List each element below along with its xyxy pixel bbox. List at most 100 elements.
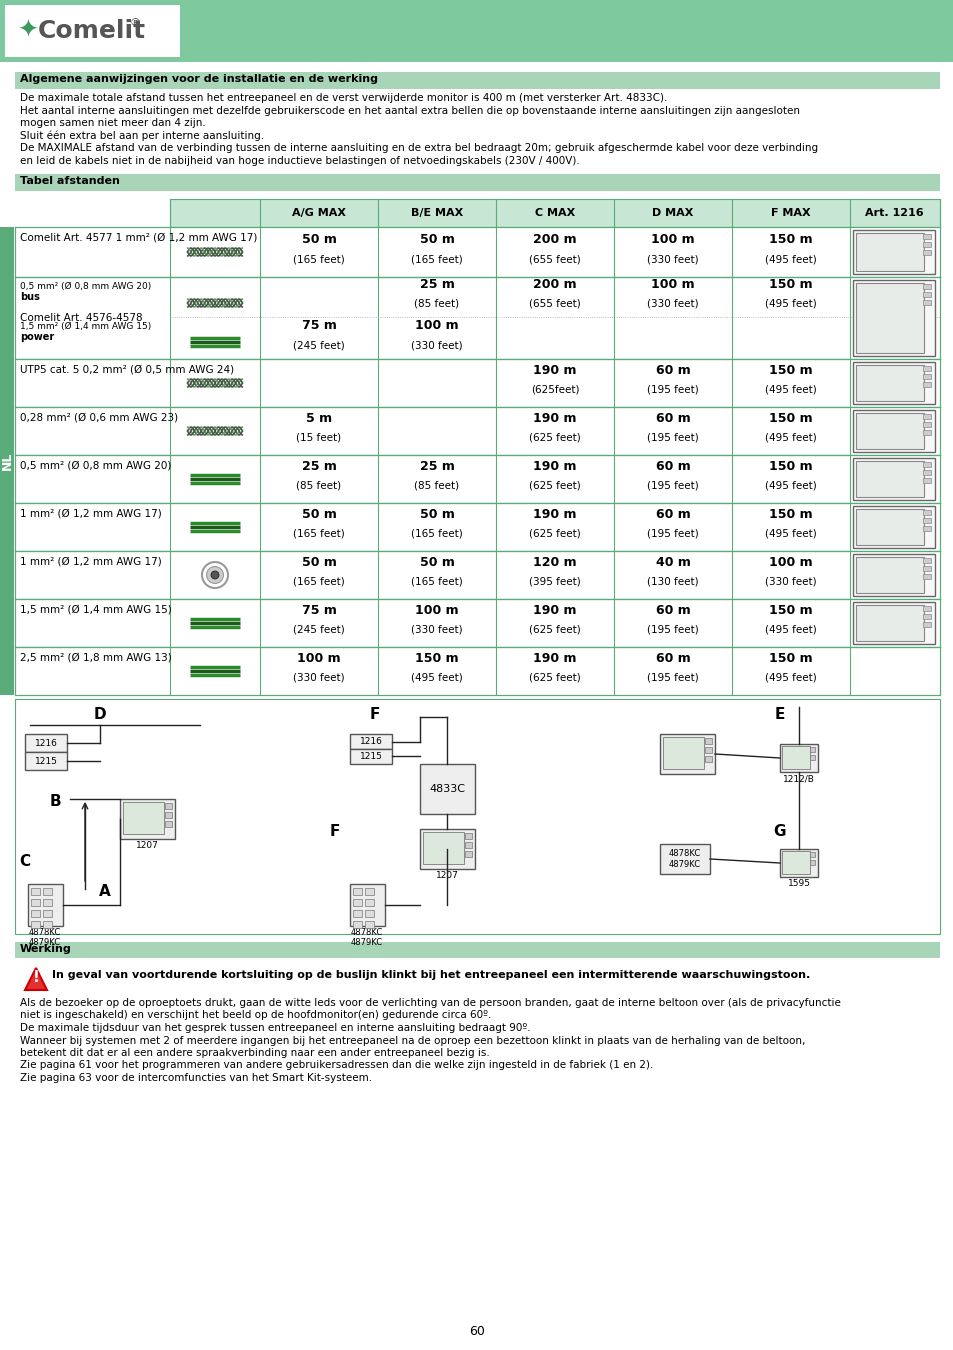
Bar [855,509,923,545]
Text: 1,5 mm² (Ø 1,4 mm AWG 15): 1,5 mm² (Ø 1,4 mm AWG 15) [20,323,152,331]
Bar [852,230,934,274]
Text: 100 m: 100 m [297,652,340,666]
Bar [30,888,40,895]
Bar [422,832,463,864]
Bar [923,423,930,427]
Bar [353,921,361,927]
Text: A/G MAX: A/G MAX [292,208,346,217]
Text: 60: 60 [469,1324,484,1338]
Text: 1,5 mm² (Ø 1,4 mm AWG 15): 1,5 mm² (Ø 1,4 mm AWG 15) [20,603,172,614]
Text: Het aantal interne aansluitingen met dezelfde gebruikerscode en het aantal extra: Het aantal interne aansluitingen met dez… [20,105,800,116]
Bar [852,554,934,595]
Text: B: B [50,794,61,809]
Text: 100 m: 100 m [651,278,694,292]
Bar [923,606,930,612]
Text: De maximale totale afstand tussen het entreepaneel en de verst verwijderde monit: De maximale totale afstand tussen het en… [20,93,667,103]
Text: niet is ingeschakeld) en verschijnt het beeld op de hoofdmonitor(en) gedurende c: niet is ingeschakeld) en verschijnt het … [20,1011,491,1021]
Text: (165 feet): (165 feet) [293,529,345,539]
Text: bus: bus [20,292,40,302]
Bar [923,470,930,475]
Text: 120 m: 120 m [533,556,577,568]
Bar [923,431,930,435]
Text: 150 m: 150 m [768,278,812,292]
Text: Comelit: Comelit [38,19,146,43]
Bar [852,602,934,644]
Bar [923,574,930,579]
Text: (165 feet): (165 feet) [293,254,345,265]
Bar [15,227,939,277]
Bar [923,250,930,255]
Bar [852,410,934,452]
Text: 4878KC: 4878KC [351,927,383,937]
Text: 40 m: 40 m [655,556,690,568]
Text: (495 feet): (495 feet) [764,385,816,396]
Text: 60 m: 60 m [655,603,690,617]
Bar [43,888,52,895]
Bar [852,458,934,500]
Text: (495 feet): (495 feet) [764,674,816,683]
Text: 1 mm² (Ø 1,2 mm AWG 17): 1 mm² (Ø 1,2 mm AWG 17) [20,508,162,518]
Bar [43,910,52,917]
Text: Algemene aanwijzingen voor de installatie en de werking: Algemene aanwijzingen voor de installati… [20,74,377,84]
Text: 150 m: 150 m [768,652,812,666]
Bar [809,852,814,857]
Text: 60 m: 60 m [655,460,690,472]
Bar [855,605,923,641]
Text: D MAX: D MAX [652,208,693,217]
Bar [923,518,930,522]
Text: F: F [330,824,340,838]
Circle shape [211,571,218,579]
Bar [809,755,814,760]
Text: (165 feet): (165 feet) [293,576,345,587]
Text: 100 m: 100 m [415,319,458,332]
Text: 60 m: 60 m [655,508,690,521]
Bar [809,860,814,865]
Text: en leid de kabels niet in de nabijheid van hoge inductieve belastingen of netvoe: en leid de kabels niet in de nabijheid v… [20,155,579,166]
Bar [15,455,939,504]
Text: (495 feet): (495 feet) [764,433,816,443]
Bar [353,910,361,917]
Bar [923,242,930,247]
Bar [15,277,939,359]
Text: (195 feet): (195 feet) [646,433,699,443]
Text: 1207: 1207 [436,871,458,880]
Text: (330 feet): (330 feet) [411,625,462,634]
Text: UTP5 cat. 5 0,2 mm² (Ø 0,5 mm AWG 24): UTP5 cat. 5 0,2 mm² (Ø 0,5 mm AWG 24) [20,364,233,374]
Text: Comelit Art. 4577 1 mm² (Ø 1,2 mm AWG 17): Comelit Art. 4577 1 mm² (Ø 1,2 mm AWG 17… [20,232,257,242]
Bar [15,599,939,647]
Bar [923,622,930,626]
Bar [923,526,930,531]
Text: F MAX: F MAX [770,208,810,217]
Bar [923,462,930,467]
Text: 1595: 1595 [786,879,810,888]
Text: G: G [773,824,785,838]
Text: betekent dit dat er al een andere spraakverbinding naar een ander entreepaneel b: betekent dit dat er al een andere spraak… [20,1048,489,1058]
Text: Als de bezoeker op de oproeptoets drukt, gaan de witte leds voor de verlichting : Als de bezoeker op de oproeptoets drukt,… [20,998,840,1008]
Bar [780,744,817,772]
Text: (330 feet): (330 feet) [764,576,816,587]
Text: 50 m: 50 m [419,556,454,568]
Bar [15,359,939,406]
Text: In geval van voortdurende kortsluiting op de buslijn klinkt bij het entreepaneel: In geval van voortdurende kortsluiting o… [52,971,809,980]
Text: 4879KC: 4879KC [351,938,383,946]
Bar [28,884,63,926]
Text: 1215: 1215 [34,756,57,765]
Text: (625feet): (625feet) [530,385,578,396]
Text: 190 m: 190 m [533,508,577,521]
Text: (495 feet): (495 feet) [764,254,816,265]
Text: D: D [93,707,106,722]
Bar [350,749,392,764]
Bar [809,747,814,752]
Text: (85 feet): (85 feet) [414,298,459,309]
Bar [855,284,923,352]
Text: 150 m: 150 m [768,364,812,377]
Bar [855,364,923,401]
Bar [25,734,67,752]
Bar [350,884,385,926]
Bar [165,811,172,818]
Text: (330 feet): (330 feet) [411,340,462,350]
Bar [923,382,930,387]
Text: Sluit één extra bel aan per interne aansluiting.: Sluit één extra bel aan per interne aans… [20,131,264,140]
Text: (495 feet): (495 feet) [764,529,816,539]
Bar [15,504,939,551]
